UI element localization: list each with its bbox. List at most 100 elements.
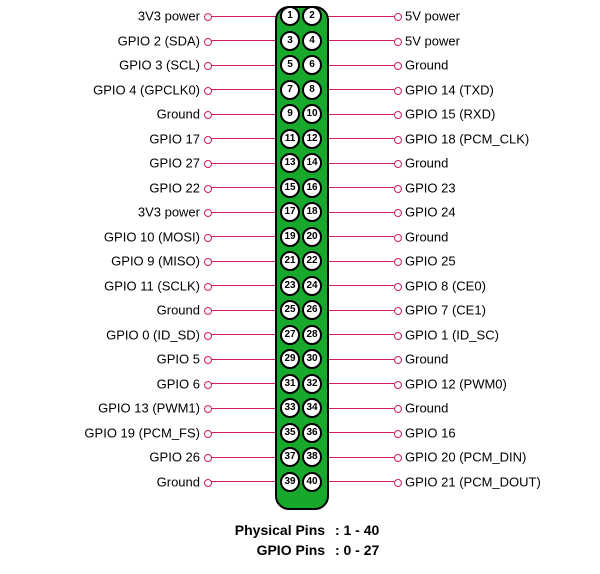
pin-label-right: Ground (405, 229, 448, 244)
pin-circle: 15 (280, 178, 300, 198)
pin-label-right: GPIO 1 (ID_SC) (405, 327, 499, 342)
connector-dot (394, 307, 402, 315)
pin-label-right: GPIO 16 (405, 425, 456, 440)
connector-dot (394, 332, 402, 340)
pin-label-left: Ground (157, 107, 200, 122)
pin-label-left: 3V3 power (138, 9, 200, 24)
pin-circle: 35 (280, 423, 300, 443)
connector-dot (204, 307, 212, 315)
pin-label-left: GPIO 4 (GPCLK0) (93, 82, 200, 97)
pin-circle: 23 (280, 276, 300, 296)
pin-label-right: GPIO 15 (RXD) (405, 107, 495, 122)
connector-dot (394, 111, 402, 119)
pin-label-left: GPIO 2 (SDA) (118, 33, 200, 48)
pin-label-right: Ground (405, 156, 448, 171)
connector-dot (204, 258, 212, 266)
footer-val-2: : 0 - 27 (329, 540, 395, 560)
pin-label-right: GPIO 12 (PWM0) (405, 376, 507, 391)
footer-caption: Physical Pins : 1 - 40 GPIO Pins : 0 - 2… (0, 520, 600, 560)
pin-label-right: 5V power (405, 33, 460, 48)
connector-dot (394, 430, 402, 438)
connector-dot (204, 87, 212, 95)
connector-dot (204, 283, 212, 291)
pin-label-right: Ground (405, 58, 448, 73)
pin-label-left: GPIO 5 (157, 352, 200, 367)
connector-dot (394, 234, 402, 242)
pin-label-left: Ground (157, 303, 200, 318)
pin-circle: 7 (280, 80, 300, 100)
connector-dot (204, 405, 212, 413)
pin-label-left: GPIO 9 (MISO) (111, 254, 200, 269)
pin-label-right: 5V power (405, 9, 460, 24)
pin-label-right: GPIO 21 (PCM_DOUT) (405, 474, 541, 489)
pin-circle: 16 (302, 178, 322, 198)
pin-circle: 3 (280, 31, 300, 51)
pin-label-left: 3V3 power (138, 205, 200, 220)
pin-label-right: GPIO 20 (PCM_DIN) (405, 450, 526, 465)
pin-label-left: Ground (157, 474, 200, 489)
connector-dot (394, 405, 402, 413)
connector-dot (394, 209, 402, 217)
pin-label-left: GPIO 6 (157, 376, 200, 391)
pin-label-left: GPIO 26 (149, 450, 200, 465)
pin-label-right: GPIO 23 (405, 180, 456, 195)
connector-dot (394, 136, 402, 144)
pin-circle: 4 (302, 31, 322, 51)
pin-label-right: GPIO 18 (PCM_CLK) (405, 131, 529, 146)
connector-dot (204, 111, 212, 119)
pin-circle: 24 (302, 276, 322, 296)
footer-val-1: : 1 - 40 (329, 520, 395, 540)
connector-dot (394, 258, 402, 266)
connector-dot (204, 234, 212, 242)
pin-label-left: GPIO 22 (149, 180, 200, 195)
connector-dot (204, 381, 212, 389)
connector-dot (204, 209, 212, 217)
connector-dot (204, 332, 212, 340)
connector-dot (394, 454, 402, 462)
connector-dot (394, 87, 402, 95)
pin-circle: 20 (302, 227, 322, 247)
pin-label-left: GPIO 19 (PCM_FS) (84, 425, 200, 440)
footer-key-1: Physical Pins (205, 520, 325, 540)
connector-dot (204, 430, 212, 438)
connector-dot (204, 356, 212, 364)
pin-circle: 36 (302, 423, 322, 443)
pin-label-left: GPIO 27 (149, 156, 200, 171)
pin-circle: 8 (302, 80, 322, 100)
pin-circle: 40 (302, 472, 322, 492)
pin-label-right: Ground (405, 352, 448, 367)
pin-label-left: GPIO 3 (SCL) (119, 58, 200, 73)
pin-circle: 39 (280, 472, 300, 492)
connector-dot (204, 454, 212, 462)
connector-dot (204, 136, 212, 144)
connector-dot (204, 38, 212, 46)
pin-circle: 31 (280, 374, 300, 394)
pin-label-left: GPIO 11 (SCLK) (104, 278, 200, 293)
pin-label-right: GPIO 25 (405, 254, 456, 269)
connector-dot (204, 479, 212, 487)
pin-circle: 28 (302, 325, 322, 345)
connector-dot (204, 62, 212, 70)
pin-circle: 32 (302, 374, 322, 394)
connector-dot (204, 185, 212, 193)
pin-label-left: GPIO 13 (PWM1) (98, 401, 200, 416)
connector-dot (394, 160, 402, 168)
pin-circle: 11 (280, 129, 300, 149)
connector-dot (394, 13, 402, 21)
footer-key-2: GPIO Pins (205, 540, 325, 560)
pin-label-right: GPIO 7 (CE1) (405, 303, 486, 318)
connector-dot (394, 381, 402, 389)
connector-dot (394, 38, 402, 46)
pin-circle: 12 (302, 129, 322, 149)
pin-label-right: GPIO 24 (405, 205, 456, 220)
pin-label-right: GPIO 14 (TXD) (405, 82, 494, 97)
connector-dot (394, 62, 402, 70)
pin-label-right: GPIO 8 (CE0) (405, 278, 486, 293)
connector-dot (204, 160, 212, 168)
pin-label-left: GPIO 10 (MOSI) (104, 229, 200, 244)
pin-circle: 27 (280, 325, 300, 345)
pin-label-right: Ground (405, 401, 448, 416)
pin-label-left: GPIO 17 (149, 131, 200, 146)
pin-label-left: GPIO 0 (ID_SD) (106, 327, 200, 342)
connector-dot (394, 283, 402, 291)
